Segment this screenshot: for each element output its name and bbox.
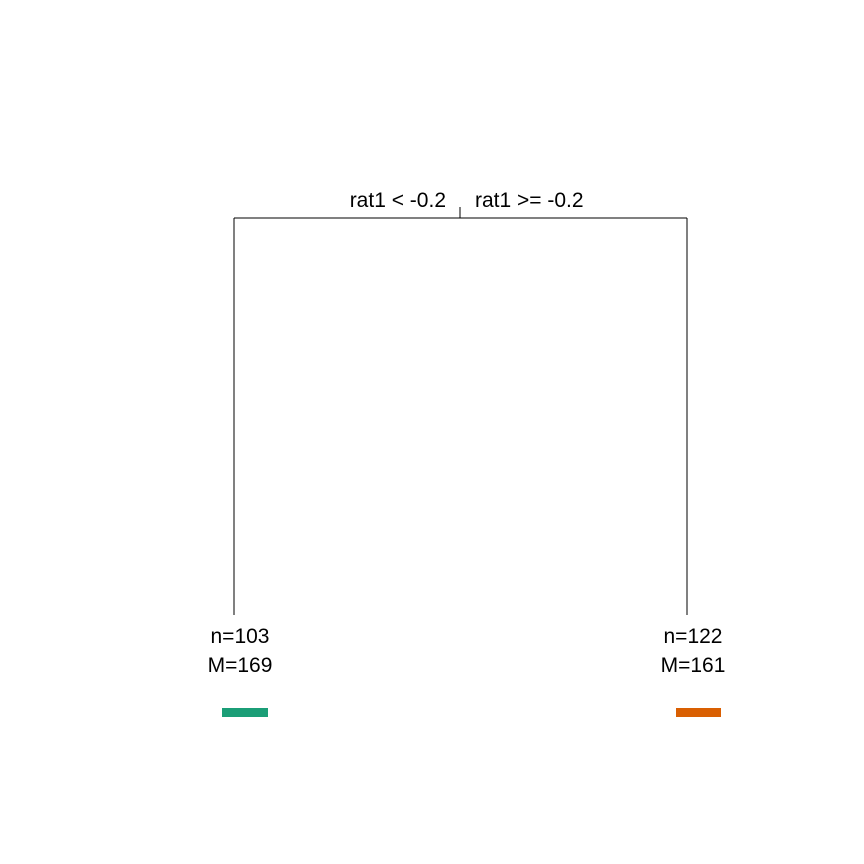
- leaf-left-m: M=169: [208, 654, 273, 677]
- leaf-right-m: M=161: [661, 654, 726, 677]
- leaf-left-color-bar: [222, 708, 268, 717]
- split-left-label: rat1 < -0.2: [350, 189, 446, 212]
- split-right-label: rat1 >= -0.2: [475, 189, 584, 212]
- leaf-left-n: n=103: [211, 625, 270, 648]
- leaf-right-n: n=122: [664, 625, 723, 648]
- leaf-right-color-bar: [676, 708, 721, 717]
